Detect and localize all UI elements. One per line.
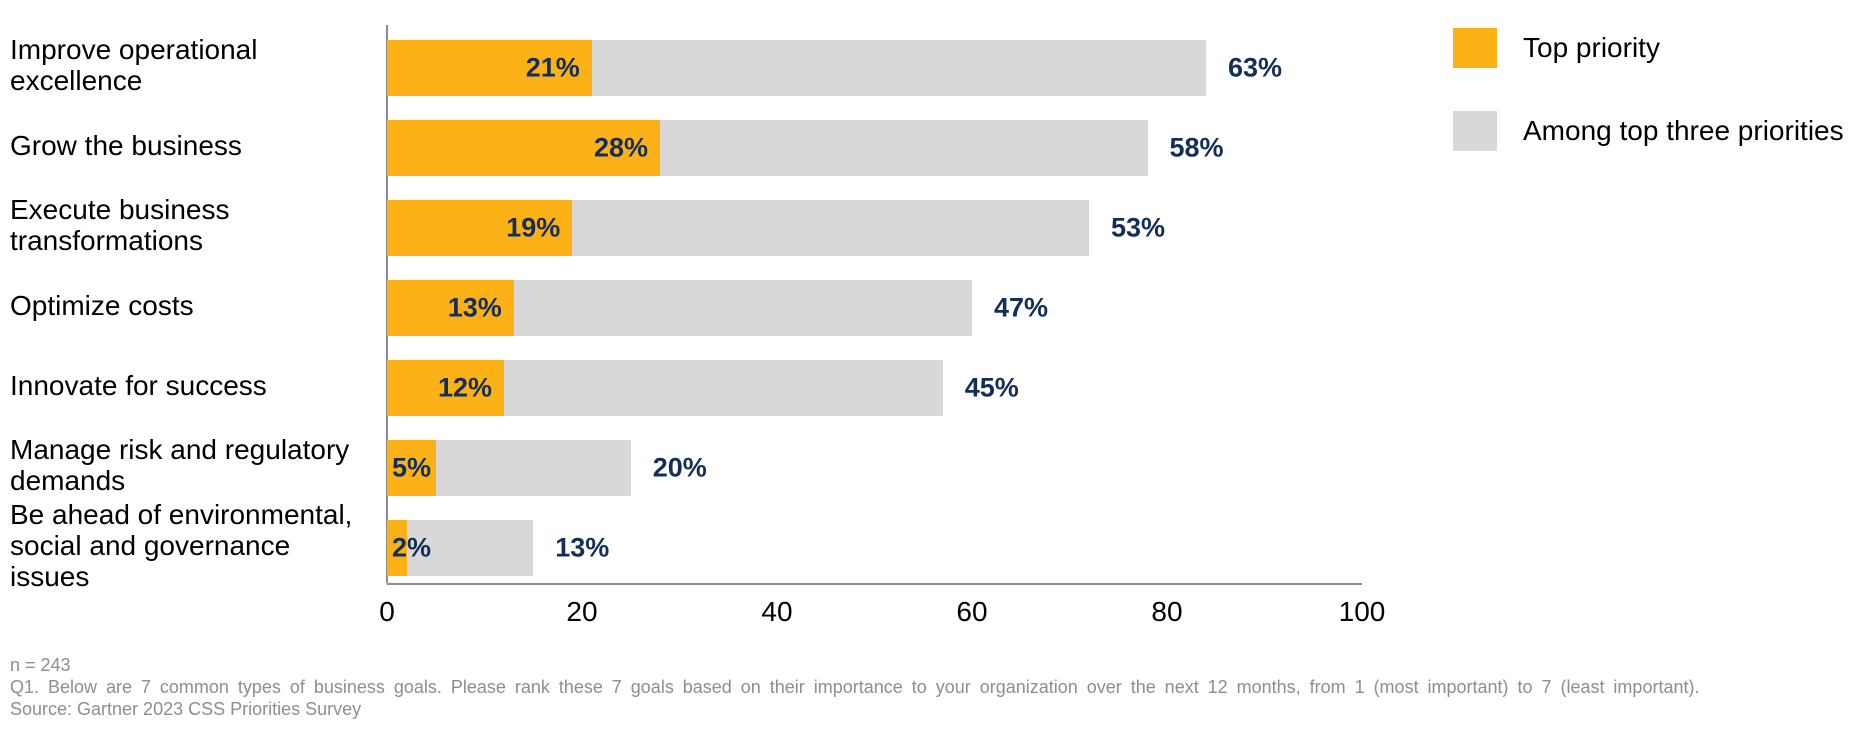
among-top-three-bar-segment <box>504 360 943 416</box>
legend-swatch <box>1453 111 1497 151</box>
category-label: Grow the business <box>10 129 242 161</box>
legend-label: Top priority <box>1523 32 1660 63</box>
source-note: Source: Gartner 2023 CSS Priorities Surv… <box>10 699 362 719</box>
x-tick-label: 0 <box>379 596 395 627</box>
top-priority-value-label: 13% <box>447 292 502 323</box>
legend-item: Top priority <box>1453 28 1660 68</box>
x-tick-label: 20 <box>566 596 598 627</box>
category-label: Manage risk and regulatory demands <box>10 434 350 496</box>
among-top-three-bar-segment <box>435 440 631 496</box>
category-label: Be ahead of environmental, social and go… <box>10 498 353 592</box>
category-label: Optimize costs <box>10 289 194 321</box>
top-priority-bar-segment <box>387 200 573 256</box>
top-priority-value-label: 2% <box>392 532 432 563</box>
bar-row: 12% 45% <box>387 360 1377 416</box>
top-priority-value-label: 19% <box>506 212 561 243</box>
category-label: Execute business transformations <box>10 194 230 256</box>
bar-row: 5% 20% <box>387 440 1377 496</box>
among-top-three-value-label: 20% <box>652 452 707 483</box>
legend-swatch <box>1453 28 1497 68</box>
bar-row: 21% 63% <box>387 40 1377 96</box>
top-priority-value-label: 5% <box>392 452 432 483</box>
among-top-three-value-label: 47% <box>994 292 1049 323</box>
footnotes: n = 243 Q1. Below are 7 common types of … <box>10 654 1710 720</box>
among-top-three-value-label: 45% <box>964 372 1019 403</box>
legend-item: Among top three priorities <box>1453 111 1844 151</box>
bar-row: 2% 13% <box>387 520 1377 576</box>
category-label: Innovate for success <box>10 369 267 401</box>
x-tick-label: 60 <box>956 596 988 627</box>
x-tick-label: 80 <box>1151 596 1183 627</box>
among-top-three-bar-segment <box>572 200 1089 256</box>
category-label: Improve operational excellence <box>10 34 258 96</box>
among-top-three-bar-segment <box>660 120 1148 176</box>
top-priority-bar-segment <box>387 440 436 496</box>
legend-label: Among top three priorities <box>1523 115 1844 146</box>
among-top-three-value-label: 58% <box>1169 132 1224 163</box>
top-priority-value-label: 21% <box>525 52 580 83</box>
top-priority-bar-segment <box>387 40 592 96</box>
x-axis-line <box>387 583 1362 585</box>
top-priority-bar-segment <box>387 520 407 576</box>
sample-size-note: n = 243 <box>10 655 71 675</box>
among-top-three-bar-segment <box>513 280 972 336</box>
x-tick-label: 100 <box>1338 596 1386 627</box>
bar-row: 13% 47% <box>387 280 1377 336</box>
top-priority-bar-segment <box>387 280 514 336</box>
top-priority-bar-segment <box>387 120 660 176</box>
among-top-three-bar-segment <box>406 520 534 576</box>
top-priority-bar-segment <box>387 360 504 416</box>
top-priority-value-label: 12% <box>437 372 492 403</box>
among-top-three-value-label: 63% <box>1228 52 1283 83</box>
question-note: Q1. Below are 7 common types of business… <box>10 677 1700 697</box>
bar-row: 19% 53% <box>387 200 1377 256</box>
among-top-three-value-label: 13% <box>555 532 610 563</box>
among-top-three-value-label: 53% <box>1111 212 1166 243</box>
top-priority-value-label: 28% <box>593 132 648 163</box>
bar-row: 28% 58% <box>387 120 1377 176</box>
x-tick-label: 40 <box>761 596 793 627</box>
among-top-three-bar-segment <box>591 40 1206 96</box>
